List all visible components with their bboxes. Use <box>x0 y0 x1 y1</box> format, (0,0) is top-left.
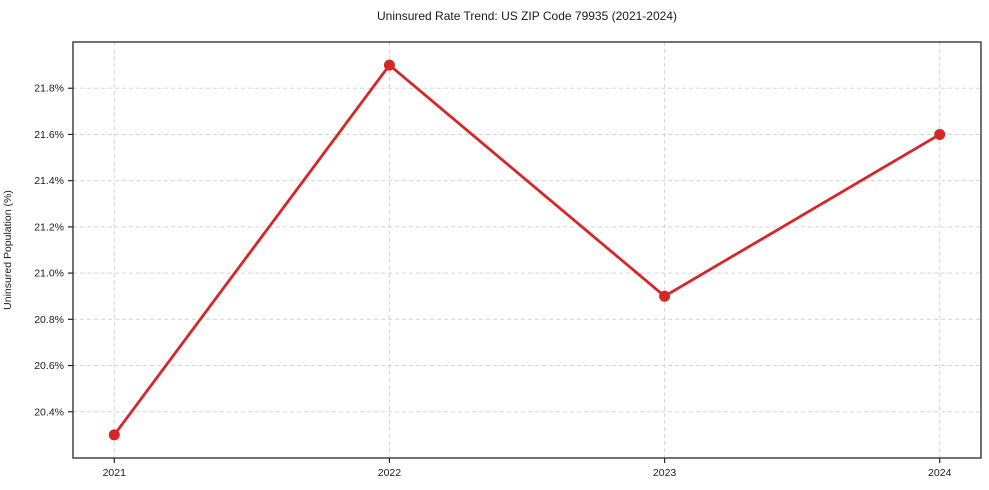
y-tick-label: 21.8% <box>34 83 64 95</box>
y-tick-label: 21.6% <box>34 129 64 141</box>
data-point <box>659 290 671 302</box>
chart-title: Uninsured Rate Trend: US ZIP Code 79935 … <box>377 9 677 23</box>
x-tick-label: 2024 <box>928 467 952 479</box>
y-tick-label: 20.4% <box>34 406 64 418</box>
x-tick-label: 2022 <box>378 467 402 479</box>
x-tick-label: 2021 <box>103 467 127 479</box>
data-point <box>108 429 120 441</box>
data-point <box>934 128 946 140</box>
y-tick-label: 21.0% <box>34 268 64 280</box>
y-tick-label: 21.4% <box>34 175 64 187</box>
x-tick-label: 2023 <box>653 467 677 479</box>
y-tick-label: 21.2% <box>34 221 64 233</box>
y-tick-label: 20.6% <box>34 360 64 372</box>
plot-frame <box>72 41 982 459</box>
y-tick-label: 20.8% <box>34 314 64 326</box>
data-point <box>383 59 395 71</box>
trend-line <box>112 63 942 437</box>
